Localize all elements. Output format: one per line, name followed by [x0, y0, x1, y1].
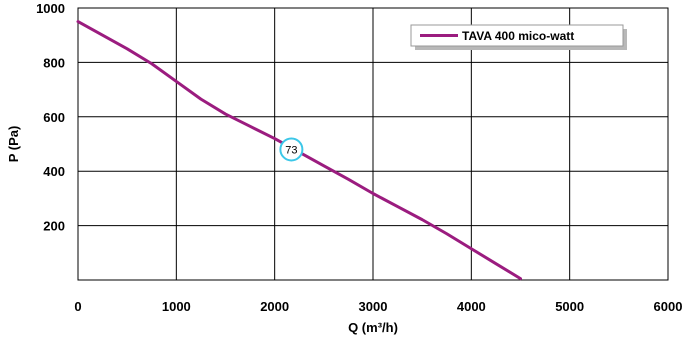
y-axis-ticks: 200 400 600 800 1000: [36, 1, 65, 234]
y-tick-label-600: 600: [43, 110, 65, 125]
y-tick-label-800: 800: [43, 55, 65, 70]
x-tick-label-3000: 3000: [359, 299, 388, 314]
legend-label-tava-400: TAVA 400 mico-watt: [462, 29, 574, 43]
legend-box: [410, 24, 624, 47]
x-axis-ticks: 0 1000 2000 3000 4000 5000 6000: [74, 299, 682, 314]
y-axis-title: P (Pa): [6, 126, 21, 163]
y-tick-label-400: 400: [43, 164, 65, 179]
legend: TAVA 400 mico-watt: [410, 24, 627, 50]
x-tick-label-5000: 5000: [555, 299, 584, 314]
x-tick-label-1000: 1000: [162, 299, 191, 314]
operating-point-label: 73: [285, 144, 297, 156]
grid-lines: [78, 8, 668, 280]
x-tick-label-0: 0: [74, 299, 81, 314]
x-tick-label-4000: 4000: [457, 299, 486, 314]
y-tick-label-1000: 1000: [36, 1, 65, 16]
x-axis-title: Q (m³/h): [348, 320, 398, 335]
x-tick-label-6000: 6000: [654, 299, 683, 314]
y-tick-label-200: 200: [43, 219, 65, 234]
annotation-layer: 73: [279, 137, 304, 162]
x-tick-label-2000: 2000: [260, 299, 289, 314]
operating-point-marker: [279, 137, 304, 162]
